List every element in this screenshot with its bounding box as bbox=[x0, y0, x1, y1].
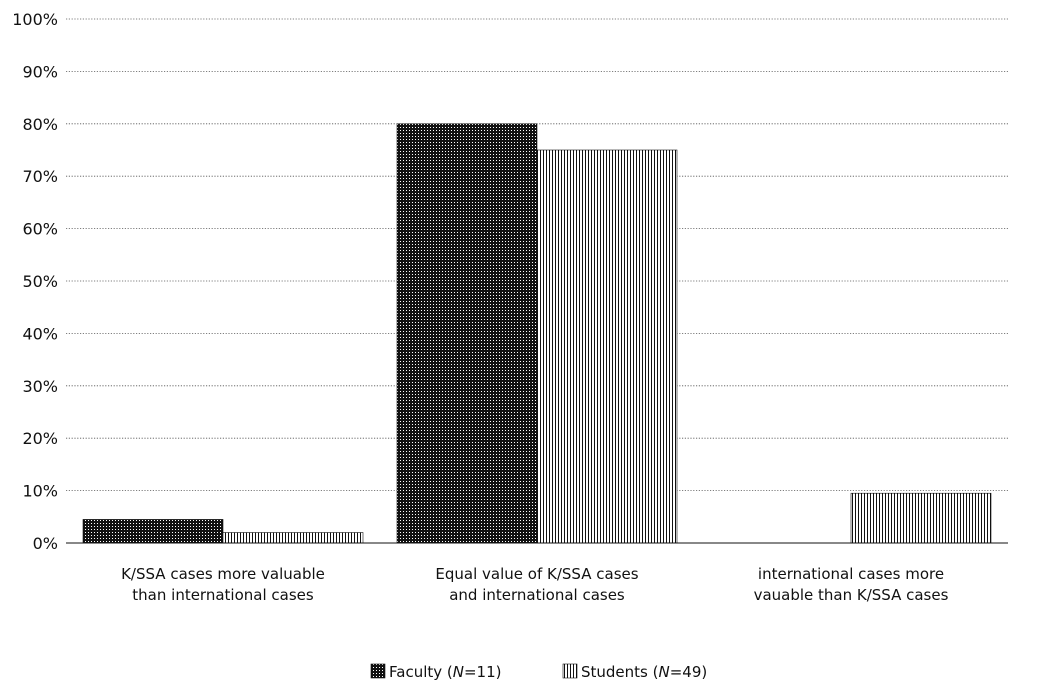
y-tick-label: 60% bbox=[22, 220, 58, 239]
y-tick-label: 90% bbox=[22, 62, 58, 81]
bar-series-1-category-2 bbox=[396, 123, 538, 544]
y-tick-label: 0% bbox=[33, 534, 58, 553]
x-category-label-line: than international cases bbox=[132, 586, 314, 604]
y-tick-label: 10% bbox=[22, 482, 58, 501]
y-tick-label: 20% bbox=[22, 429, 58, 448]
x-category-label-line: K/SSA cases more valuable bbox=[121, 565, 325, 583]
bar-series-1-category-1 bbox=[82, 519, 224, 544]
legend-label-suffix: =49) bbox=[670, 663, 708, 681]
x-category-label: Equal value of K/SSA cases and internatio… bbox=[435, 565, 638, 604]
x-category-label-line: Equal value of K/SSA cases bbox=[435, 565, 638, 583]
legend-label-n: N bbox=[658, 663, 669, 681]
legend-swatch bbox=[370, 663, 386, 679]
y-tick-label: 40% bbox=[22, 324, 58, 343]
y-tick-label: 100% bbox=[12, 10, 58, 29]
y-tick-label: 30% bbox=[22, 377, 58, 396]
x-category-label: international cases more vauable than K/S… bbox=[754, 565, 949, 604]
bar-series-2-category-3 bbox=[850, 492, 992, 544]
legend-label-prefix: Faculty ( bbox=[389, 663, 453, 681]
x-category-label-line: and international cases bbox=[449, 586, 625, 604]
legend-label-suffix: =11) bbox=[464, 663, 502, 681]
x-category-label-line: international cases more bbox=[758, 565, 944, 583]
x-category-label-line: vauable than K/SSA cases bbox=[754, 586, 949, 604]
y-tick-label: 70% bbox=[22, 167, 58, 186]
x-category-label: K/SSA cases more valuable than internatio… bbox=[121, 565, 325, 604]
legend-label-prefix: Students ( bbox=[581, 663, 658, 681]
y-axis-tick-labels: 0% 10% 20% 30% 40% 50% 60% 70% 80% 90% 100% bbox=[12, 10, 58, 553]
y-tick-label: 50% bbox=[22, 272, 58, 291]
y-tick-label: 80% bbox=[22, 115, 58, 134]
bar-series-2-category-2 bbox=[536, 149, 678, 544]
bar-series-2-category-1 bbox=[222, 532, 364, 544]
legend-label-n: N bbox=[453, 663, 464, 681]
legend: Faculty (N=11) Students (N=49) bbox=[370, 663, 707, 681]
category-labels: K/SSA cases more valuable than internatio… bbox=[121, 565, 949, 604]
legend-label: Students (N=49) bbox=[581, 663, 707, 681]
legend-label: Faculty (N=11) bbox=[389, 663, 502, 681]
legend-swatch bbox=[562, 663, 578, 679]
bar-layer bbox=[82, 123, 992, 544]
